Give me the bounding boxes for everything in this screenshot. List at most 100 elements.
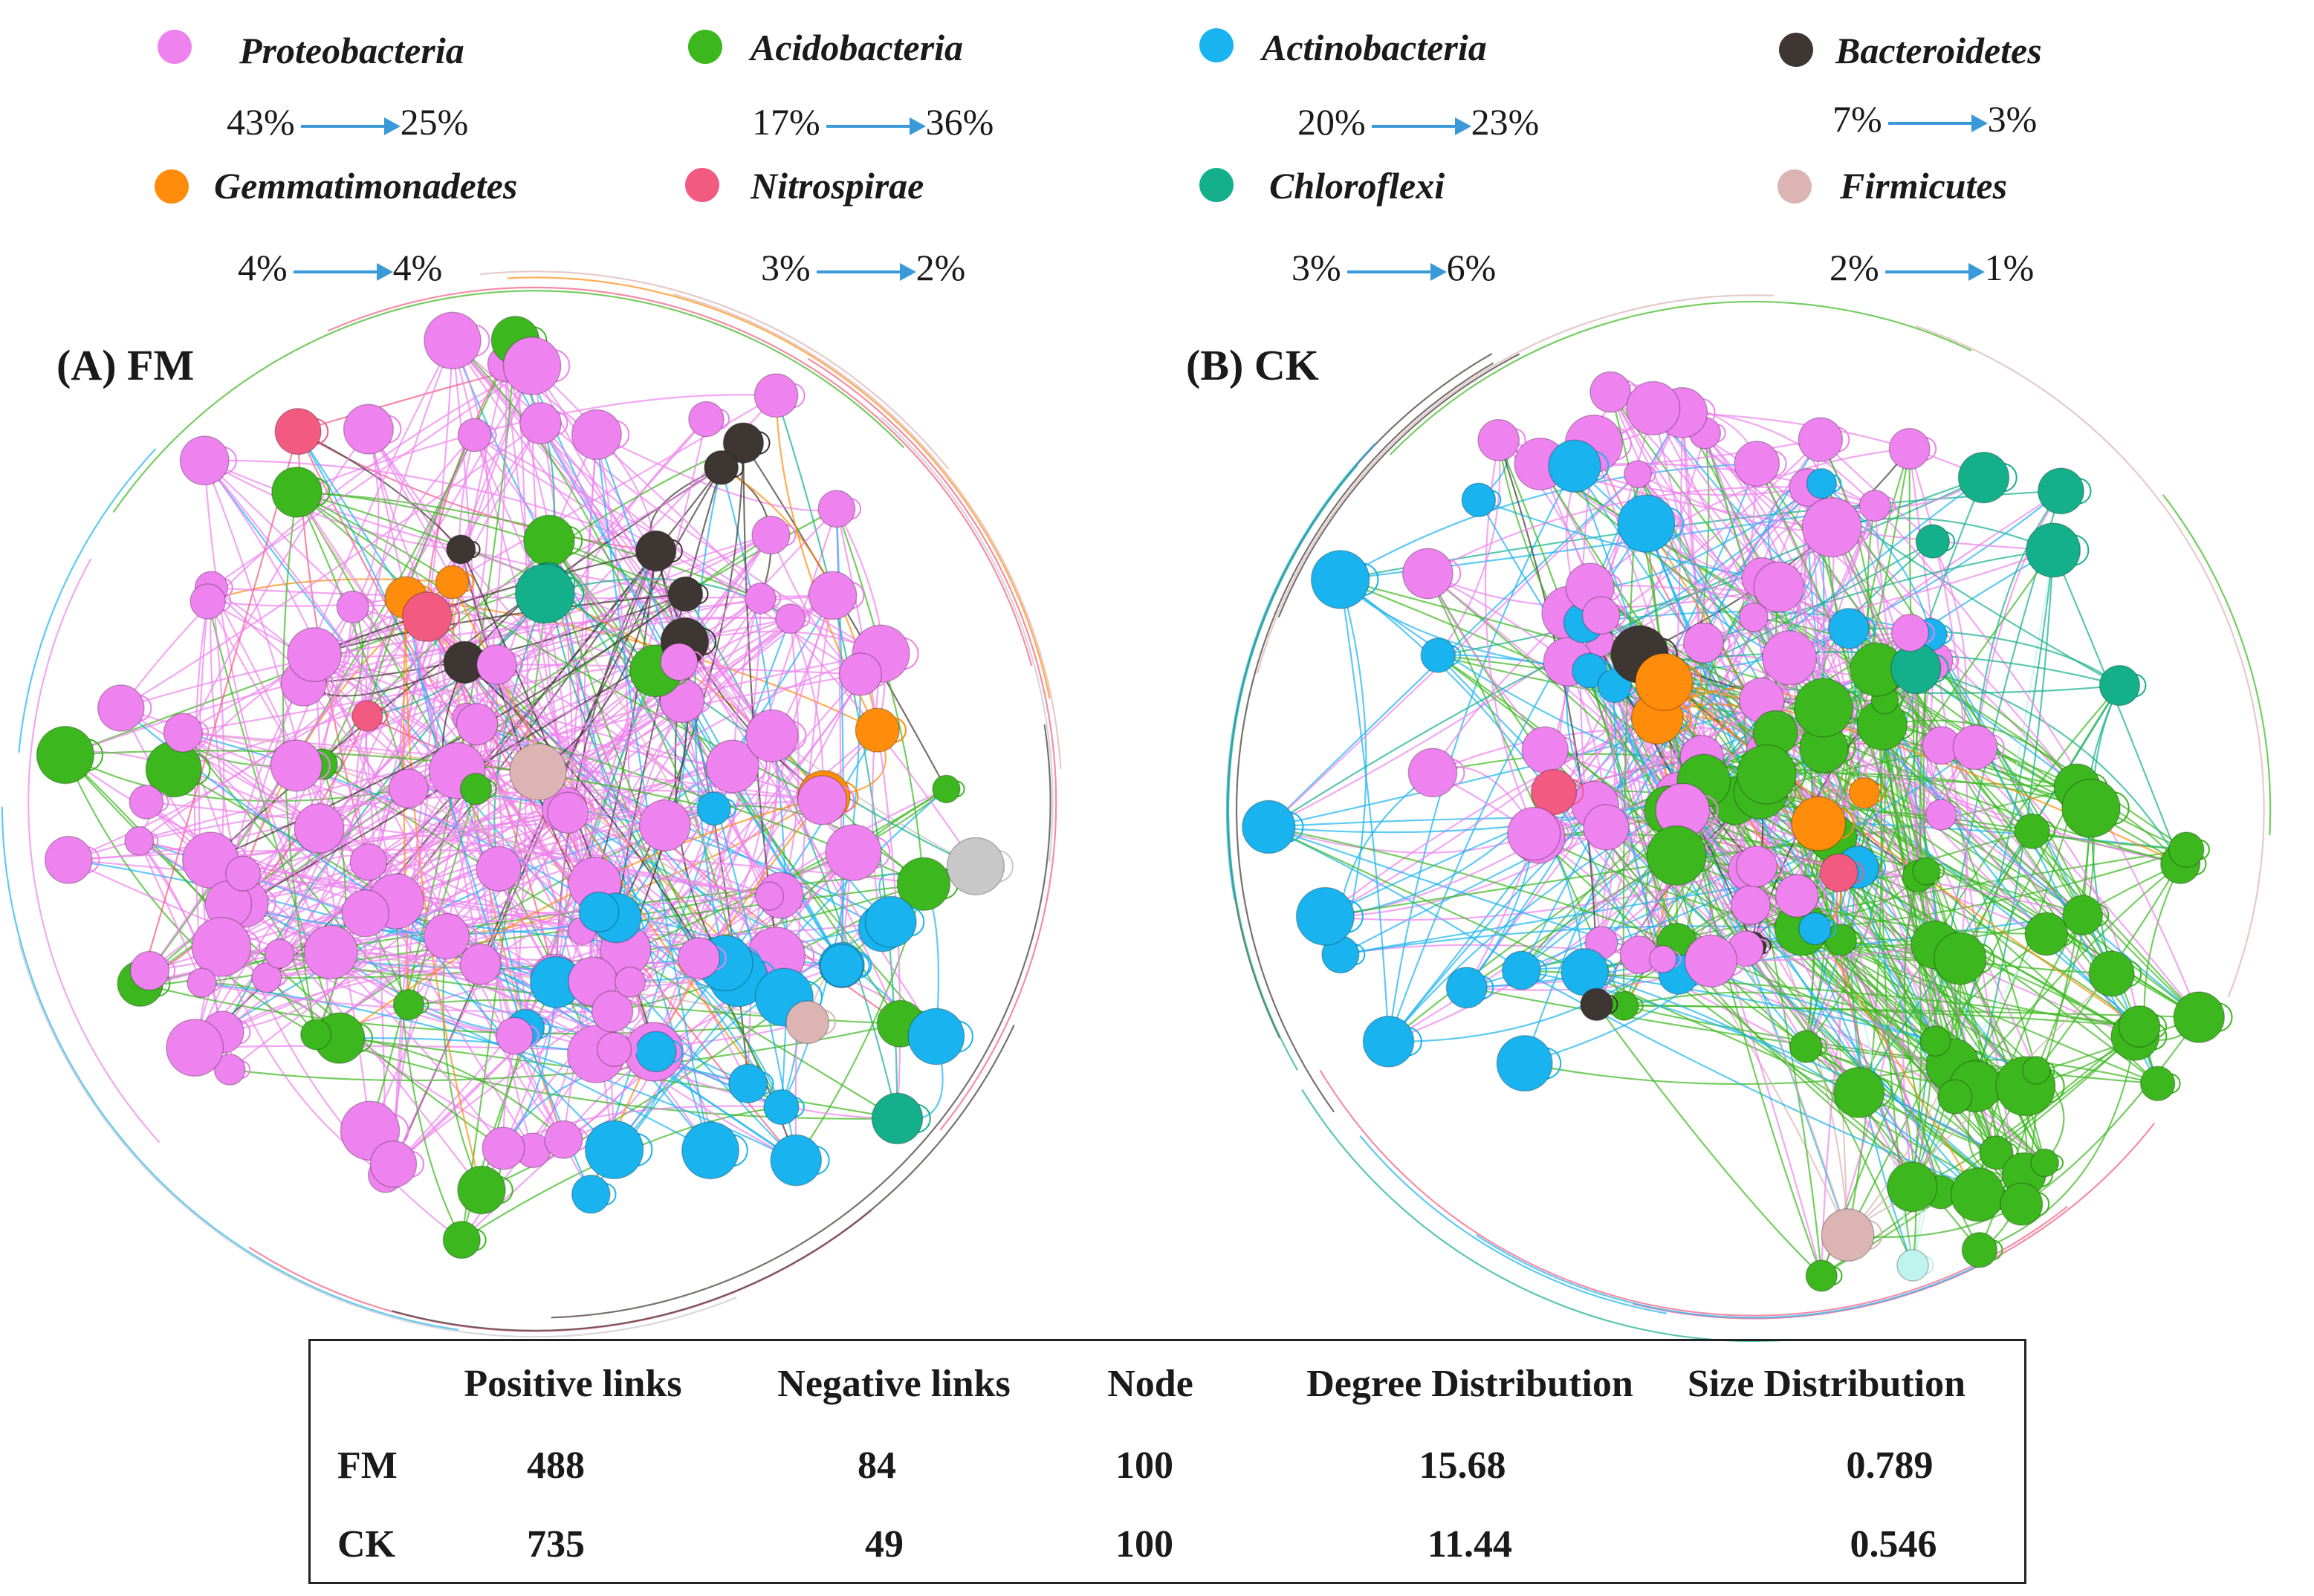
network-link xyxy=(1225,442,1376,901)
panel-label-ck: (B) CK xyxy=(1186,341,1319,389)
network-node xyxy=(341,889,390,938)
network-node xyxy=(1734,441,1780,487)
network-node xyxy=(1561,947,1610,996)
network-node xyxy=(1950,1167,2005,1222)
network-node xyxy=(129,950,170,991)
to-percent: 23% xyxy=(1471,101,1540,143)
network-node xyxy=(1798,912,1832,946)
network-node xyxy=(660,643,699,681)
legend-name: Acidobacteria xyxy=(751,27,964,68)
network-link xyxy=(1388,958,1664,1042)
from-percent: 4% xyxy=(238,247,288,288)
network-link xyxy=(296,491,686,595)
network-link xyxy=(480,270,950,470)
network-node xyxy=(1789,1030,1823,1063)
network-link xyxy=(1340,463,1757,580)
network-link xyxy=(1268,825,1954,1066)
network-node xyxy=(1738,602,1769,632)
network-link xyxy=(405,597,592,1195)
network-link xyxy=(120,422,542,709)
network-link xyxy=(211,586,833,600)
network-link xyxy=(681,700,843,966)
from-percent: 2% xyxy=(1830,247,1879,288)
network-nodes xyxy=(36,311,1014,1259)
network-link xyxy=(140,716,369,984)
network-node xyxy=(797,775,848,825)
network-node xyxy=(303,924,358,980)
network-node xyxy=(1919,1025,1951,1057)
network-link xyxy=(1915,325,2265,998)
network-node xyxy=(519,402,562,445)
network-link xyxy=(1387,476,1985,1042)
network-node xyxy=(1583,804,1630,851)
network-link xyxy=(18,940,737,1338)
network-node xyxy=(2139,1065,2176,1102)
network-link xyxy=(655,551,825,798)
network-link xyxy=(452,340,882,655)
network-link xyxy=(1954,863,2181,1097)
firmicutes-color-swatch xyxy=(1777,169,1812,204)
network-link xyxy=(365,594,834,915)
fm-positive-links: 488 xyxy=(527,1444,585,1487)
fm-degree-distribution: 15.68 xyxy=(1419,1444,1506,1487)
network-node xyxy=(523,514,575,567)
network-link xyxy=(201,982,613,1013)
network-node xyxy=(271,467,323,518)
network-node xyxy=(1806,467,1838,499)
network-link xyxy=(1325,866,1757,921)
network-link xyxy=(1537,439,1821,837)
network-node xyxy=(225,855,262,892)
network-node xyxy=(1887,1161,1938,1213)
network-node xyxy=(635,530,677,572)
legend-change: 3% 6% xyxy=(1292,247,1496,288)
network-link xyxy=(221,699,683,948)
network-link xyxy=(1584,971,1979,1196)
bacteroidetes-color-swatch xyxy=(1779,33,1813,67)
network-node xyxy=(705,739,759,794)
network-link xyxy=(451,340,490,663)
network-node xyxy=(571,1174,611,1214)
network-node xyxy=(250,961,282,993)
network-node xyxy=(1912,857,1941,886)
network-node xyxy=(179,435,230,486)
network-node xyxy=(423,912,470,960)
network-node xyxy=(751,515,791,555)
network-link xyxy=(1704,432,1956,1097)
network-link xyxy=(1756,463,2113,975)
gemmatimonadetes-color-swatch xyxy=(155,169,189,204)
from-percent: 20% xyxy=(1297,101,1366,143)
fm-size-distribution: 0.789 xyxy=(1846,1444,1934,1487)
network-node xyxy=(1609,990,1639,1021)
network-link xyxy=(2143,863,2182,1084)
network-node xyxy=(294,802,345,854)
network-link xyxy=(652,729,878,1053)
network-node xyxy=(696,791,731,826)
network-node xyxy=(351,700,383,732)
network-link xyxy=(1610,392,2047,935)
network-node xyxy=(763,1089,800,1126)
header-degree-distribution: Degree Distribution xyxy=(1306,1363,1633,1405)
arrow-right-icon xyxy=(1887,114,1988,132)
network-link xyxy=(1613,685,1664,960)
ck-node: 100 xyxy=(1115,1523,1173,1566)
from-percent: 3% xyxy=(761,247,811,288)
network-node xyxy=(482,1126,525,1170)
network-node xyxy=(459,943,502,985)
network-node xyxy=(495,1016,534,1055)
network-link xyxy=(563,808,615,1150)
network-link xyxy=(1682,412,1984,479)
network-node xyxy=(1933,932,1987,985)
network-node xyxy=(457,418,492,452)
network-link xyxy=(314,593,686,656)
network-link xyxy=(204,459,686,595)
network-node xyxy=(2030,1148,2060,1178)
network-node xyxy=(187,967,217,999)
network-link xyxy=(1387,465,1575,1042)
network-link xyxy=(65,754,505,1149)
network-node xyxy=(97,684,145,732)
to-percent: 3% xyxy=(1987,98,2038,140)
network-node xyxy=(1407,747,1458,798)
network-link xyxy=(296,661,680,767)
legend-change: 17% 36% xyxy=(752,101,994,143)
network-node xyxy=(476,644,517,685)
